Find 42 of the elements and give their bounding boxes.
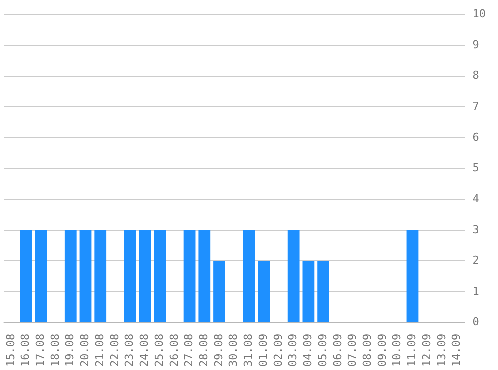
x-tick-label: 09.09 (376, 334, 389, 368)
x-tick-label: 23.08 (123, 334, 136, 368)
x-tick-label: 03.09 (286, 334, 300, 368)
x-tick-label: 08.09 (361, 334, 374, 368)
x-tick-label: 15.08 (4, 334, 18, 368)
x-tick-label: 07.09 (346, 334, 360, 368)
x-tick-label: 10.09 (390, 334, 404, 368)
x-tick-label: 05.09 (316, 334, 330, 368)
x-tick-label: 24.08 (138, 334, 152, 368)
x-tick-label: 19.08 (64, 334, 77, 368)
x-tick-label: 20.08 (78, 334, 92, 368)
x-tick-label: 22.08 (108, 334, 122, 368)
x-tick-label: 18.08 (48, 334, 62, 368)
y-tick-label: 0 (472, 316, 480, 329)
x-tick-label: 17.08 (34, 334, 48, 368)
y-tick-label: 4 (472, 192, 480, 206)
y-tick-label: 9 (472, 38, 480, 52)
x-tick-label: 21.08 (93, 334, 106, 368)
x-tick-label: 04.09 (302, 334, 315, 368)
x-tick-label: 12.09 (420, 334, 434, 368)
y-tick-label: 10 (472, 7, 486, 20)
x-tick-label: 16.08 (19, 334, 32, 368)
y-tick-label: 5 (472, 162, 480, 175)
x-tick-label: 28.08 (198, 334, 211, 368)
x-tick-label: 06.09 (331, 334, 344, 368)
y-tick-label: 2 (472, 254, 480, 268)
x-tick-label: 31.08 (242, 334, 256, 368)
x-tick-label: 29.08 (212, 334, 226, 368)
x-tick-label: 26.08 (168, 334, 181, 368)
y-tick-label: 7 (472, 100, 480, 113)
x-tick-label: 25.08 (152, 334, 166, 368)
y-tick-label: 8 (472, 69, 480, 82)
x-tick-label: 13.09 (435, 334, 448, 368)
y-tick-label: 3 (472, 223, 480, 236)
x-tick-label: 11.09 (406, 334, 419, 368)
x-tick-label: 30.08 (227, 334, 240, 368)
y-tick-label: 6 (472, 130, 480, 144)
x-tick-label: 02.09 (272, 334, 285, 368)
x-tick-label: 27.08 (182, 334, 196, 368)
x-tick-label: 14.09 (450, 334, 464, 368)
y-tick-label: 1 (472, 284, 480, 298)
x-tick-label: 01.09 (256, 334, 270, 368)
